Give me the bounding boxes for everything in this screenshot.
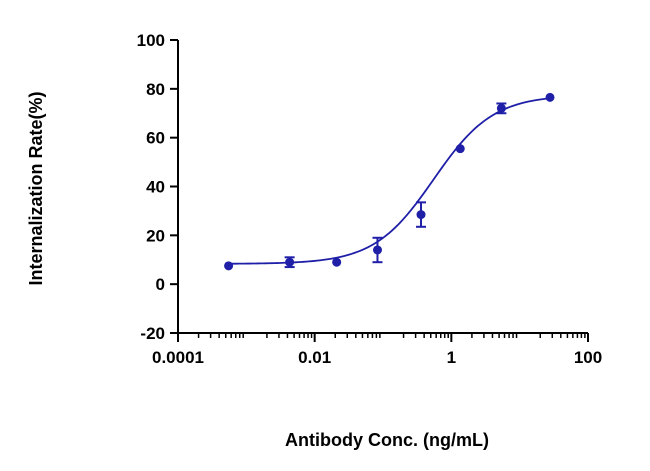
data-point bbox=[496, 103, 506, 113]
data-point bbox=[285, 257, 295, 267]
data-point bbox=[416, 210, 426, 220]
data-point bbox=[224, 261, 234, 271]
y-tick-label: 60 bbox=[146, 129, 165, 148]
fit-curve-line bbox=[228, 97, 551, 265]
x-axis-title: Antibody Conc. (ng/mL) bbox=[285, 430, 489, 450]
x-tick-label: 100 bbox=[574, 348, 602, 367]
x-tick-label: 0.0001 bbox=[152, 348, 204, 367]
data-point bbox=[372, 245, 382, 255]
y-tick-label: 100 bbox=[137, 31, 165, 50]
y-axis-title: Internalization Rate(%) bbox=[26, 91, 46, 285]
data-point bbox=[455, 144, 465, 154]
x-tick-label: 1 bbox=[447, 348, 456, 367]
y-tick-label: -20 bbox=[140, 324, 165, 343]
y-tick-label: 20 bbox=[146, 226, 165, 245]
y-tick-label: 80 bbox=[146, 80, 165, 99]
data-point bbox=[332, 257, 342, 267]
x-tick-label: 0.01 bbox=[298, 348, 331, 367]
y-tick-label: 0 bbox=[156, 275, 165, 294]
data-point bbox=[545, 92, 555, 102]
y-tick-label: 40 bbox=[146, 178, 165, 197]
